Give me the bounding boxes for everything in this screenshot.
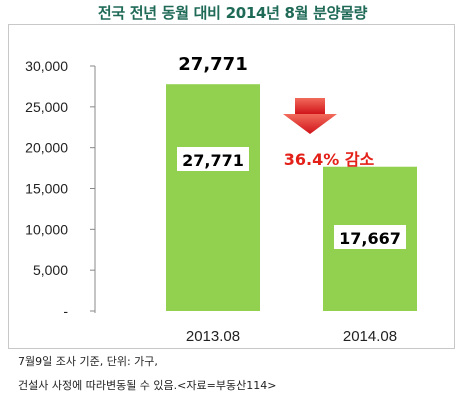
y-tick-label: - bbox=[63, 303, 68, 319]
y-tick-label: 25,000 bbox=[25, 99, 68, 115]
footnote-source: 건설사 사정에 따라변동될 수 있음.<자료=부동산114> bbox=[18, 379, 277, 392]
footnote-survey: 7월9일 조사 기준, 단위: 가구, bbox=[18, 355, 158, 368]
x-tick-label: 2014.08 bbox=[343, 328, 397, 345]
y-tick-label: 15,000 bbox=[25, 181, 68, 197]
bar-2013.08 bbox=[166, 84, 260, 312]
bar-value-label: 17,667 bbox=[339, 229, 401, 248]
y-tick-label: 30,000 bbox=[25, 58, 68, 74]
y-tick-label: 5,000 bbox=[33, 262, 68, 278]
value-label-box bbox=[177, 147, 249, 171]
x-tick-label: 2013.08 bbox=[186, 328, 240, 345]
y-tick-label: 20,000 bbox=[25, 140, 68, 156]
value-label-box bbox=[334, 225, 406, 249]
bar-value-label: 27,771 bbox=[182, 151, 244, 170]
down-arrow-icon bbox=[283, 98, 337, 134]
decrease-annotation: 36.4% 감소 bbox=[284, 150, 375, 169]
chart-frame bbox=[8, 24, 455, 349]
y-tick-label: 10,000 bbox=[25, 221, 68, 237]
bar-top-label: 27,771 bbox=[178, 54, 247, 75]
chart-title: 전국 전년 동월 대비 2014년 8월 분양물량 bbox=[97, 4, 368, 22]
